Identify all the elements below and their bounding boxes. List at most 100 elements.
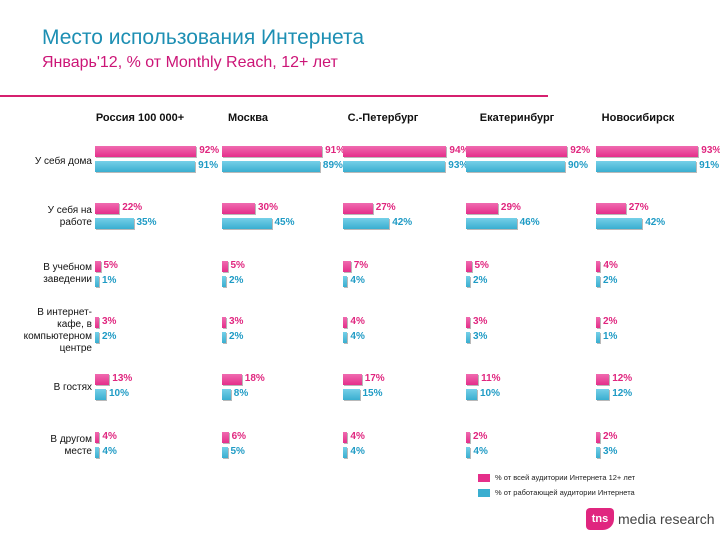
value-label-work-r5-c1: 5%	[230, 446, 245, 457]
value-label-all-r4-c1: 18%	[244, 373, 265, 384]
bar-work-r4-c3	[466, 389, 477, 400]
bar-work-r2-c4	[596, 276, 600, 287]
legend: % от всей аудитории Интернета 12+ лет % …	[478, 470, 635, 500]
value-label-work-r2-c0: 1%	[102, 275, 117, 286]
legend-item-work: % от работающей аудитории Интернета	[478, 485, 635, 500]
value-label-all-r1-c3: 29%	[500, 202, 521, 213]
bar-work-r0-c0	[95, 161, 196, 172]
bar-all-r1-c3	[466, 203, 498, 214]
bar-work-r2-c1	[222, 276, 226, 287]
bar-work-r0-c1	[222, 161, 320, 172]
value-label-work-r5-c0: 4%	[102, 446, 117, 457]
value-label-work-r1-c2: 42%	[392, 217, 413, 228]
value-label-work-r3-c1: 2%	[229, 331, 244, 342]
value-label-work-r3-c2: 4%	[350, 331, 365, 342]
bar-work-r0-c3	[466, 161, 565, 172]
column-header-0: Россия 100 000+	[95, 112, 185, 124]
bar-work-r5-c2	[343, 447, 348, 458]
bar-all-r2-c1	[222, 261, 228, 272]
value-label-all-r5-c4: 2%	[603, 431, 618, 442]
bar-all-r0-c4	[596, 146, 699, 157]
bar-all-r3-c1	[222, 317, 226, 328]
value-label-all-r3-c3: 3%	[473, 316, 488, 327]
bar-all-r0-c1	[222, 146, 323, 157]
row-label-2: В учебном заведении	[43, 262, 92, 285]
bar-work-r4-c1	[222, 389, 231, 400]
value-label-all-r4-c4: 12%	[612, 373, 633, 384]
bar-work-r3-c3	[466, 332, 470, 343]
value-label-all-r2-c0: 5%	[103, 260, 118, 271]
value-label-work-r2-c2: 4%	[350, 275, 365, 286]
bar-all-r1-c0	[95, 203, 120, 214]
bar-all-r5-c4	[596, 432, 600, 443]
value-label-all-r1-c4: 27%	[628, 202, 649, 213]
bar-work-r3-c4	[596, 332, 600, 343]
value-label-all-r0-c3: 92%	[570, 145, 591, 156]
value-label-all-r0-c1: 91%	[325, 145, 346, 156]
bar-work-r0-c2	[343, 161, 446, 172]
column-header-1: Москва	[227, 112, 269, 124]
value-label-all-r3-c2: 4%	[350, 316, 365, 327]
bar-all-r5-c3	[466, 432, 470, 443]
page-subtitle: Январь'12, % от Monthly Reach, 12+ лет	[42, 54, 338, 71]
row-label-3: В интернет-кафе, в компьютерном центре	[23, 307, 92, 354]
bar-work-r5-c1	[222, 447, 228, 458]
bar-all-r3-c4	[596, 317, 600, 328]
bar-work-r3-c2	[343, 332, 348, 343]
value-label-work-r2-c1: 2%	[229, 275, 244, 286]
value-label-work-r2-c3: 2%	[473, 275, 488, 286]
value-label-work-r1-c0: 35%	[136, 217, 157, 228]
value-label-work-r5-c2: 4%	[350, 446, 365, 457]
value-label-all-r4-c0: 13%	[112, 373, 133, 384]
value-label-work-r5-c4: 3%	[603, 446, 618, 457]
value-label-all-r2-c2: 7%	[353, 260, 369, 271]
bar-work-r4-c0	[95, 389, 106, 400]
bar-work-r1-c0	[95, 218, 134, 229]
bar-all-r4-c0	[95, 374, 110, 385]
value-label-all-r5-c2: 4%	[350, 431, 365, 442]
bar-all-r1-c2	[343, 203, 373, 214]
value-label-work-r1-c4: 42%	[645, 217, 666, 228]
bar-all-r0-c0	[95, 146, 197, 157]
bar-all-r4-c3	[466, 374, 479, 385]
bar-all-r1-c4	[596, 203, 626, 214]
bar-work-r5-c4	[596, 447, 600, 458]
bar-all-r3-c3	[466, 317, 470, 328]
bar-work-r2-c2	[343, 276, 348, 287]
bar-all-r3-c0	[95, 317, 99, 328]
bar-all-r2-c4	[596, 261, 601, 272]
bar-work-r2-c3	[466, 276, 470, 287]
column-header-4: Новосибирск	[601, 112, 675, 124]
bar-work-r1-c2	[343, 218, 390, 229]
bar-all-r1-c1	[222, 203, 255, 214]
bar-all-r2-c3	[466, 261, 472, 272]
legend-item-all: % от всей аудитории Интернета 12+ лет	[478, 470, 635, 485]
value-label-all-r1-c0: 22%	[122, 202, 143, 213]
value-label-all-r0-c4: 93%	[701, 145, 720, 156]
value-label-work-r2-c4: 2%	[603, 275, 618, 286]
tns-logo: tns media research	[586, 508, 715, 530]
value-label-work-r4-c1: 8%	[233, 388, 249, 399]
logo-text: media research	[618, 511, 715, 527]
bar-all-r5-c0	[95, 432, 100, 443]
bar-all-r2-c2	[343, 261, 351, 272]
value-label-work-r4-c3: 10%	[480, 388, 501, 399]
value-label-all-r3-c1: 3%	[229, 316, 244, 327]
bar-work-r5-c3	[466, 447, 471, 458]
value-label-all-r5-c3: 2%	[473, 431, 488, 442]
value-label-all-r1-c1: 30%	[258, 202, 279, 213]
value-label-work-r3-c4: 1%	[603, 331, 618, 342]
bar-work-r1-c1	[222, 218, 272, 229]
value-label-work-r0-c1: 89%	[322, 160, 343, 171]
legend-swatch-all	[478, 473, 490, 482]
bar-work-r0-c4	[596, 161, 697, 172]
value-label-work-r1-c3: 46%	[519, 217, 540, 228]
bar-all-r4-c1	[222, 374, 242, 385]
value-label-work-r3-c3: 3%	[473, 331, 488, 342]
bar-all-r4-c2	[343, 374, 362, 385]
value-label-work-r0-c0: 91%	[198, 160, 219, 171]
value-label-work-r4-c0: 10%	[109, 388, 130, 399]
logo-mark: tns	[586, 508, 614, 530]
bar-all-r0-c3	[466, 146, 568, 157]
value-label-all-r2-c4: 4%	[603, 260, 618, 271]
